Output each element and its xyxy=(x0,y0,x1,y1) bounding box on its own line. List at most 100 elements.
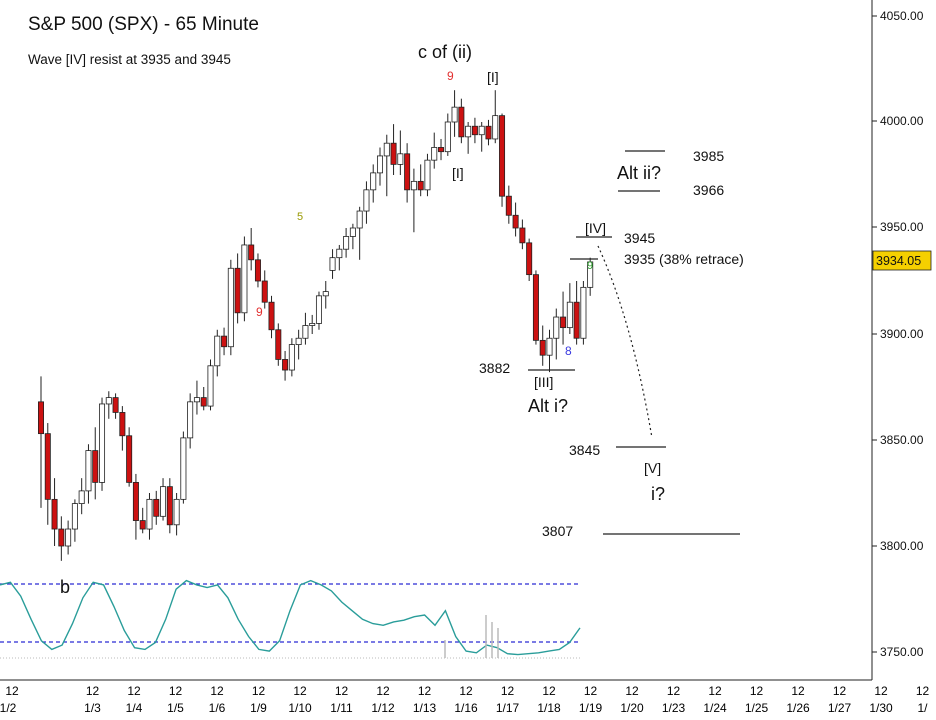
candle xyxy=(329,249,336,279)
candle xyxy=(254,253,261,288)
wave-label-c-of-ii: c of (ii) xyxy=(418,42,472,62)
chart-subtitle: Wave [IV] resist at 3935 and 3945 xyxy=(28,52,231,67)
candle xyxy=(234,253,241,324)
time-hour-label: 12 xyxy=(750,684,764,698)
candle xyxy=(112,393,119,419)
wave-label-alt-ii: Alt ii? xyxy=(617,163,661,183)
time-hour-label: 12 xyxy=(667,684,681,698)
candle xyxy=(370,164,377,203)
oscillator-line xyxy=(0,579,581,656)
time-hour-label: 12 xyxy=(625,684,639,698)
count-label: 9 xyxy=(256,305,263,319)
candle xyxy=(261,270,268,309)
time-date-label: 1/17 xyxy=(496,701,520,715)
candle xyxy=(451,90,458,137)
candle xyxy=(424,153,431,197)
wave-label: [IV] xyxy=(585,220,606,236)
time-hour-label: 12 xyxy=(501,684,515,698)
candle xyxy=(275,323,282,366)
time-date-label: 1/13 xyxy=(413,701,437,715)
candle xyxy=(438,138,445,161)
candle xyxy=(207,359,214,411)
candle xyxy=(560,291,567,345)
time-hour-label: 12 xyxy=(542,684,556,698)
time-date-label: 1/2 xyxy=(0,701,17,715)
candle xyxy=(153,490,160,525)
candle xyxy=(221,327,228,356)
price-ticks: 4050.00 4000.00 3950.00 3900.00 3850.00 … xyxy=(872,9,924,659)
candle xyxy=(485,119,492,146)
candle xyxy=(227,259,234,356)
candle xyxy=(92,427,99,500)
candle xyxy=(417,164,424,197)
time-date-label: 1/4 xyxy=(126,701,143,715)
candle xyxy=(295,329,302,360)
candle xyxy=(173,493,180,536)
wave-label-i: i? xyxy=(651,484,665,504)
candle xyxy=(444,113,451,156)
candle xyxy=(38,376,45,508)
projection-dotted-line xyxy=(597,245,653,439)
time-hour-label: 12 xyxy=(86,684,100,698)
level-label: 3935 (38% retrace) xyxy=(624,251,744,267)
candle xyxy=(160,478,167,521)
candle xyxy=(78,478,85,515)
time-hour-label: 12 xyxy=(791,684,805,698)
level-label: 3985 xyxy=(693,148,724,164)
candle xyxy=(349,223,356,250)
candle xyxy=(132,473,139,540)
time-date-label: 1/ xyxy=(917,701,928,715)
candle xyxy=(268,295,275,339)
candle xyxy=(119,406,126,451)
time-date-label: 1/30 xyxy=(869,701,893,715)
time-date-label: 1/20 xyxy=(620,701,644,715)
candle xyxy=(105,391,112,419)
time-date-label: 1/16 xyxy=(454,701,478,715)
candle xyxy=(58,516,65,561)
candle xyxy=(478,122,485,152)
time-date-label: 1/5 xyxy=(167,701,184,715)
candle xyxy=(322,281,329,309)
candle xyxy=(85,444,92,504)
candle xyxy=(200,387,207,411)
wave-label: [V] xyxy=(644,460,661,476)
time-hour-label: 12 xyxy=(169,684,183,698)
time-date-label: 1/6 xyxy=(209,701,226,715)
candle xyxy=(532,270,539,345)
candle xyxy=(587,257,594,296)
price-tick-label: 3800.00 xyxy=(880,539,924,553)
time-date-label: 1/18 xyxy=(537,701,561,715)
time-hour-label: 12 xyxy=(418,684,432,698)
candle xyxy=(65,520,72,555)
price-tick-label: 4000.00 xyxy=(880,114,924,128)
level-label: 3945 xyxy=(624,230,655,246)
candle xyxy=(126,427,133,487)
candle xyxy=(343,228,350,258)
time-date-label: 1/10 xyxy=(288,701,312,715)
candle xyxy=(539,325,546,366)
candle xyxy=(566,283,573,334)
candle xyxy=(526,238,533,281)
wave-label: [I] xyxy=(487,69,499,85)
candle xyxy=(471,117,478,144)
level-label: 3882 xyxy=(479,360,510,376)
candle xyxy=(519,219,526,250)
chart-title: S&P 500 (SPX) - 65 Minute xyxy=(28,14,259,35)
candle xyxy=(404,143,411,203)
count-label: 5 xyxy=(297,211,303,223)
time-date-label: 1/26 xyxy=(786,701,810,715)
time-date-label: 1/19 xyxy=(579,701,603,715)
time-axis-labels: 12 1/2 12 1/3 12 1/4 12 1/5 12 1/6 12 1/9 12 1/10 12 1/… xyxy=(0,684,929,715)
level-lines xyxy=(528,150,740,535)
candle xyxy=(166,478,173,534)
candle xyxy=(553,308,560,360)
time-hour-label: 12 xyxy=(335,684,349,698)
candle xyxy=(71,499,78,542)
time-hour-label: 12 xyxy=(916,684,930,698)
price-tick-label: 3850.00 xyxy=(880,433,924,447)
time-hour-label: 12 xyxy=(833,684,847,698)
candle xyxy=(376,147,383,186)
level-label: 3966 xyxy=(693,182,724,198)
time-hour-label: 12 xyxy=(5,684,19,698)
